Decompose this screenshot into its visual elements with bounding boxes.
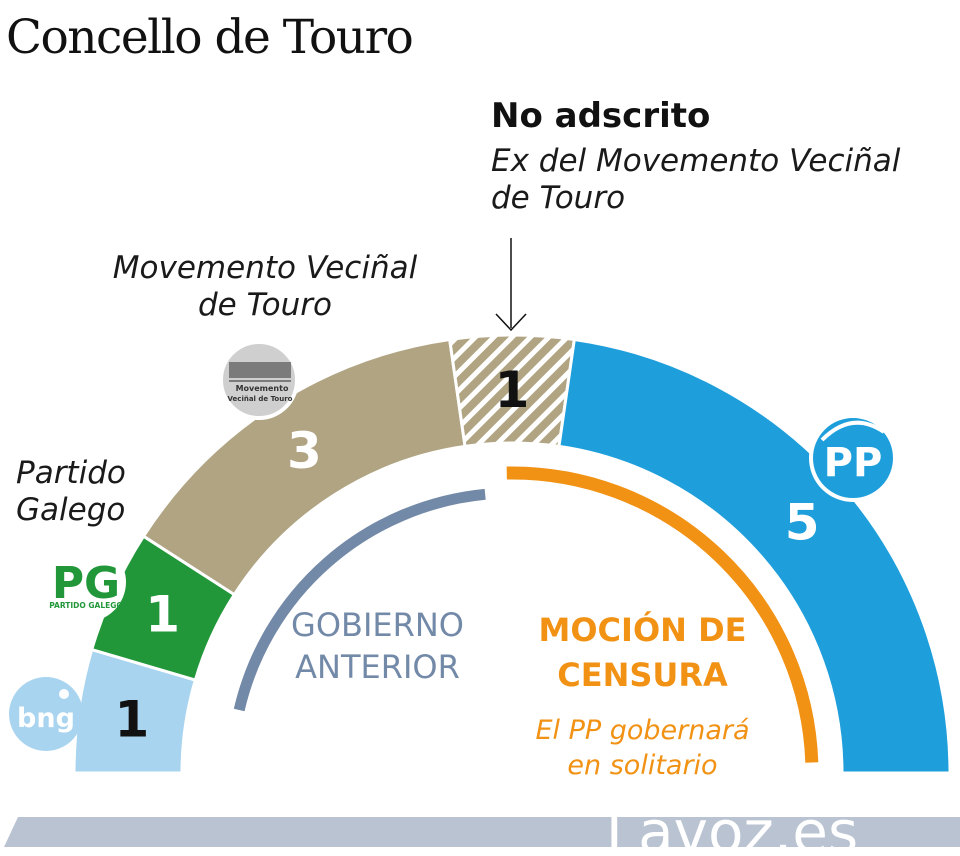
pg-label-line2: Galego xyxy=(16,492,126,529)
no-adscrito-sub-line1: Ex del Movemento Veciñal xyxy=(491,143,901,179)
mocion-censura-subtitle: El PP gobernará en solitario xyxy=(510,713,775,783)
mvt-party-label: Movemento Veciñal de Touro xyxy=(60,250,470,324)
pg-label-line1: Partido xyxy=(16,455,126,491)
mocion-sub-line2: en solitario xyxy=(567,750,718,782)
mocion-censura-arc xyxy=(506,466,819,763)
no-adscrito-sub-line2: de Touro xyxy=(491,180,626,217)
seat-count-4: 5 xyxy=(785,494,820,552)
page-title: Concello de Touro xyxy=(6,10,414,65)
bng-logo-text: bng xyxy=(17,703,75,734)
footer-brand: Lavoz.es xyxy=(606,798,858,856)
gobierno-anterior-label: GOBIERNO ANTERIOR xyxy=(270,605,485,688)
seat-count-2: 3 xyxy=(287,422,322,480)
pg-logo-text: PARTIDO GALEGO xyxy=(49,601,123,610)
pp-logo: PP xyxy=(809,414,897,502)
mvt-label-line1: Movemento Veciñal xyxy=(112,250,418,286)
pg-party-label: Partido Galego xyxy=(16,455,126,529)
mocion-censura-title: MOCIÓN DE CENSURA xyxy=(515,608,770,698)
no-adscrito-subtitle: Ex del Movemento Veciñal de Touro xyxy=(491,143,900,217)
seat-count-3: 1 xyxy=(495,361,530,419)
pg-logo: PG PARTIDO GALEGO xyxy=(46,542,126,622)
no-adscrito-title: No adscrito xyxy=(491,96,711,136)
seat-slice-4 xyxy=(557,337,952,775)
seat-count-0: 1 xyxy=(115,690,150,748)
mvt-logo-text-2: Veciñal de Touro xyxy=(228,395,293,403)
mvt-logo-text-1: Movemento xyxy=(236,384,289,393)
mocion-line1: MOCIÓN DE xyxy=(538,611,747,649)
pp-logo-text: PP xyxy=(824,440,883,486)
gobierno-anterior-arc xyxy=(233,488,486,712)
gobierno-line2: ANTERIOR xyxy=(295,647,460,686)
mvt-logo: Movemento Veciñal de Touro xyxy=(219,340,299,420)
mocion-sub-line1: El PP gobernará xyxy=(535,715,750,746)
footer-band: Lavoz.es xyxy=(4,798,960,856)
seat-count-1: 1 xyxy=(145,585,180,643)
mocion-line2: CENSURA xyxy=(557,655,728,694)
gobierno-line1: GOBIERNO xyxy=(291,606,464,644)
mvt-label-line2: de Touro xyxy=(197,287,333,324)
no-adscrito-arrow xyxy=(495,238,527,332)
bng-logo: bng xyxy=(9,677,83,751)
pg-logo-letters: PG xyxy=(52,558,120,609)
